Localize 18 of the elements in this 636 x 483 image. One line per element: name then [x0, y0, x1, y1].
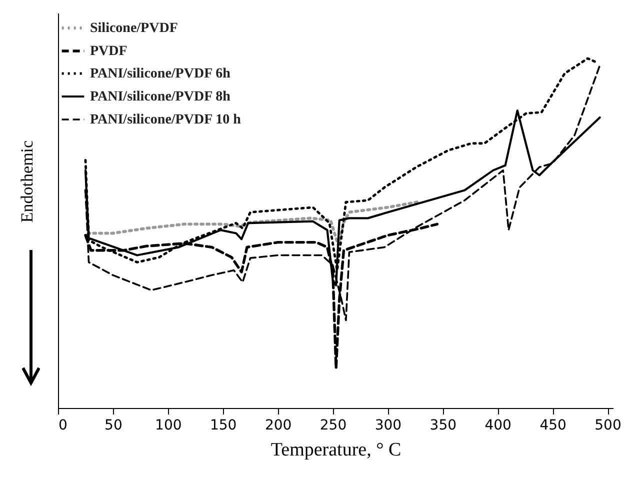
x-tick-label: 250: [320, 418, 347, 434]
x-tick-label: 400: [484, 418, 512, 434]
legend-label: PANI/silicone/PVDF 10 h: [90, 112, 242, 128]
x-tick-label: 200: [264, 418, 292, 434]
x-axis-title: Temperature, ° C: [270, 440, 402, 460]
x-tick-label: 50: [104, 418, 122, 434]
legend-label: PANI/silicone/PVDF 8h: [90, 90, 231, 104]
x-tick-label: 100: [155, 418, 182, 434]
x-tick-label: 500: [594, 418, 622, 434]
x-tick-label: 450: [540, 418, 566, 434]
legend-label: PANI/silicone/PVDF 6h: [90, 66, 231, 82]
x-tick-label: 150: [210, 418, 237, 434]
x-tick-label: 350: [430, 418, 457, 434]
legend-label: PVDF: [90, 44, 128, 59]
legend-label: Silicone/PVDF: [90, 21, 178, 36]
x-tick-label: 0: [58, 418, 68, 434]
y-axis-title: Endothemic: [18, 140, 36, 223]
x-tick-label: 300: [374, 418, 402, 434]
